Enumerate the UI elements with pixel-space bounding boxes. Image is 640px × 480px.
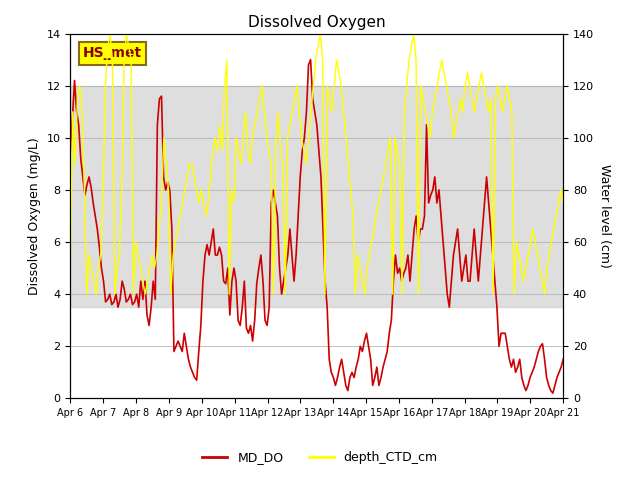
- Legend: MD_DO, depth_CTD_cm: MD_DO, depth_CTD_cm: [197, 446, 443, 469]
- Title: Dissolved Oxygen: Dissolved Oxygen: [248, 15, 386, 30]
- Y-axis label: Water level (cm): Water level (cm): [598, 164, 611, 268]
- Y-axis label: Dissolved Oxygen (mg/L): Dissolved Oxygen (mg/L): [28, 137, 41, 295]
- Text: HS_met: HS_met: [83, 47, 142, 60]
- Bar: [70, 86, 563, 307]
